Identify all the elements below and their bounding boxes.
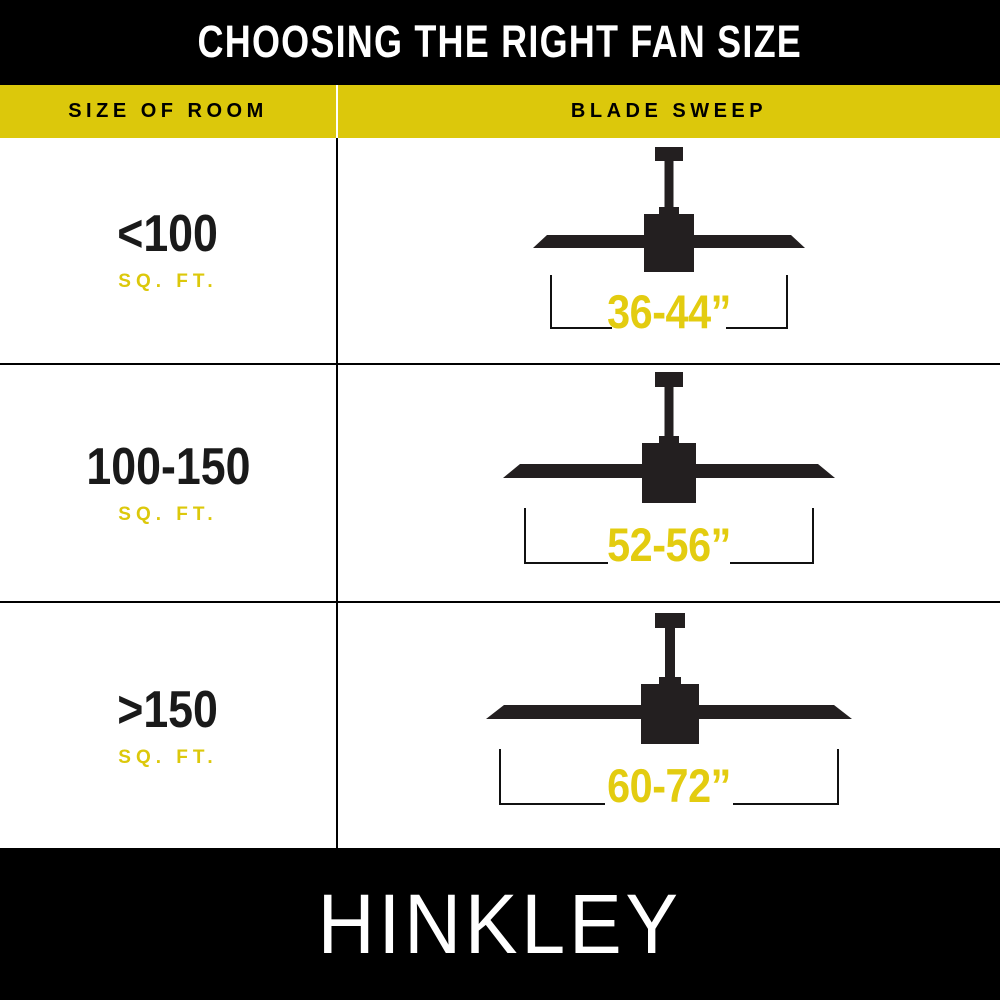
blade-sweep-value: 60-72” [607, 759, 731, 812]
table-row: >150 SQ. FT. [0, 603, 1000, 850]
footer-band: HINKLEY [0, 848, 1000, 1000]
blade-sweep-cell: 36-44” [338, 138, 1000, 363]
room-size-cell: <100 SQ. FT. [0, 138, 338, 363]
room-size-value: 100-150 [85, 437, 251, 496]
room-size-cell: >150 SQ. FT. [0, 603, 338, 850]
blade-sweep-value: 36-44” [607, 285, 731, 338]
column-header-blade-sweep: BLADE SWEEP [570, 100, 768, 122]
ceiling-fan-icon [503, 372, 835, 520]
room-size-value: >150 [117, 681, 219, 739]
column-header-size-of-room: SIZE OF ROOM [0, 85, 338, 138]
blade-sweep-cell: 60-72” [338, 603, 1000, 850]
blade-sweep-dimension: 52-56” [524, 508, 814, 577]
page-title: CHOOSING THE RIGHT FAN SIZE [197, 16, 803, 67]
table-row: 100-150 SQ. FT. [0, 365, 1000, 603]
table-header-row: SIZE OF ROOM BLADE SWEEP [0, 85, 1000, 138]
blade-sweep-value: 52-56” [607, 518, 731, 571]
ceiling-fan-icon [533, 147, 805, 289]
room-size-value: <100 [117, 205, 219, 263]
blade-sweep-cell: 52-56” [338, 365, 1000, 601]
blade-sweep-dimension: 60-72” [499, 749, 839, 818]
fan-size-table: SIZE OF ROOM BLADE SWEEP <100 SQ. FT. [0, 83, 1000, 850]
blade-sweep-dimension: 36-44” [550, 275, 788, 342]
table-row: <100 SQ. FT. [0, 138, 1000, 365]
room-size-cell: 100-150 SQ. FT. [0, 365, 338, 601]
brand-logo: HINKLEY [317, 877, 683, 971]
room-size-unit: SQ. FT. [118, 747, 218, 768]
room-size-unit: SQ. FT. [118, 503, 218, 525]
title-band: CHOOSING THE RIGHT FAN SIZE [0, 0, 1000, 83]
ceiling-fan-icon [486, 613, 852, 761]
table-body: <100 SQ. FT. [0, 138, 1000, 850]
room-size-unit: SQ. FT. [118, 271, 218, 292]
